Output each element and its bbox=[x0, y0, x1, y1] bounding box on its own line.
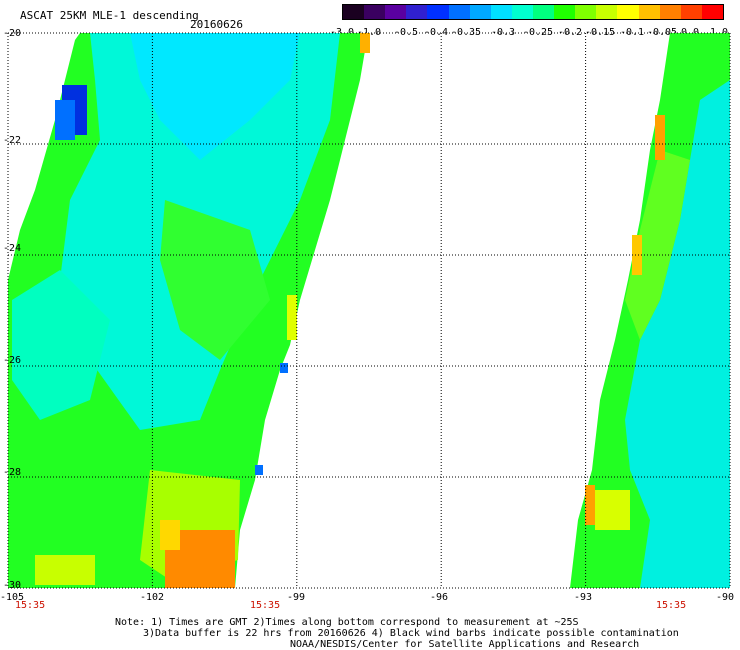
right-swath-orange-patch bbox=[585, 485, 595, 525]
y-tick-label: -22 bbox=[3, 135, 22, 146]
y-tick-label: -30 bbox=[3, 580, 22, 591]
colorbar-segment bbox=[343, 5, 365, 19]
note-line-3: NOAA/NESDIS/Center for Satellite Applica… bbox=[290, 639, 640, 650]
left-swath-cool-patch bbox=[12, 270, 110, 420]
colorbar-segment bbox=[490, 5, 512, 19]
left-swath-blue-edge bbox=[55, 100, 75, 140]
right-swath-green bbox=[625, 150, 690, 340]
y-tick-label: -24 bbox=[3, 243, 22, 254]
colorbar-segment bbox=[638, 5, 660, 19]
swath-data bbox=[8, 33, 730, 588]
x-tick-label: -102 bbox=[140, 592, 165, 603]
left-swath-yellow-edge bbox=[160, 520, 180, 550]
colorbar-tick-label: -0.35 bbox=[450, 27, 482, 38]
colorbar-segment bbox=[511, 5, 533, 19]
colorbar-segment bbox=[680, 5, 702, 19]
x-tick-label: -90 bbox=[716, 592, 735, 603]
colorbar-segment bbox=[701, 5, 723, 19]
left-swath-yellow-strip bbox=[287, 295, 297, 340]
colorbar-segment bbox=[575, 5, 597, 19]
left-swath-green bbox=[160, 200, 270, 360]
x-tick-label: -99 bbox=[287, 592, 306, 603]
colorbar-segment bbox=[385, 5, 407, 19]
left-swath-blue-pixel bbox=[280, 363, 288, 373]
y-tick-label: -28 bbox=[3, 467, 22, 478]
x-tick-label: -96 bbox=[430, 592, 449, 603]
colorbar-segment bbox=[554, 5, 576, 19]
right-swath-yellow-patch bbox=[595, 490, 630, 530]
left-swath-orange-top bbox=[360, 33, 370, 53]
time-label: 15:35 bbox=[15, 600, 46, 611]
colorbar-tick-label: -0.25 bbox=[522, 27, 554, 38]
y-tick-label: -26 bbox=[3, 355, 22, 366]
right-swath-yellow-strip bbox=[632, 235, 642, 275]
map-title: ASCAT 25KM MLE-1 descending bbox=[20, 9, 199, 22]
x-tick-label: -105 bbox=[0, 592, 25, 603]
colorbar-segment bbox=[448, 5, 470, 19]
grid-lines bbox=[7, 32, 731, 589]
colorbar-tick-label: -0.4 bbox=[423, 27, 449, 38]
colorbar-segment bbox=[617, 5, 639, 19]
time-label: 15:35 bbox=[250, 600, 281, 611]
note-line-2: 3)Data buffer is 22 hrs from 20160626 4)… bbox=[143, 628, 679, 639]
colorbar-segment bbox=[364, 5, 386, 19]
left-swath-cyan bbox=[130, 33, 300, 160]
right-swath-cool-region bbox=[625, 80, 730, 588]
colorbar-segment bbox=[659, 5, 681, 19]
map-date: 20160626 bbox=[190, 18, 243, 31]
colorbar-segment bbox=[406, 5, 428, 19]
y-tick-label: -20 bbox=[3, 28, 22, 39]
left-swath-blue-pixel bbox=[255, 465, 263, 475]
colorbar-segment bbox=[532, 5, 555, 19]
note-line-1: Note: 1) Times are GMT 2)Times along bot… bbox=[115, 617, 579, 628]
x-tick-label: -93 bbox=[574, 592, 593, 603]
left-swath-yellow-bottom bbox=[35, 555, 95, 585]
right-swath-orange-strip bbox=[655, 115, 665, 160]
colorbar bbox=[342, 4, 724, 20]
colorbar-segment bbox=[469, 5, 491, 19]
colorbar-segment bbox=[596, 5, 618, 19]
colorbar-tick-label: -0.5 bbox=[393, 27, 419, 38]
time-label: 15:35 bbox=[656, 600, 687, 611]
colorbar-segment bbox=[427, 5, 449, 19]
